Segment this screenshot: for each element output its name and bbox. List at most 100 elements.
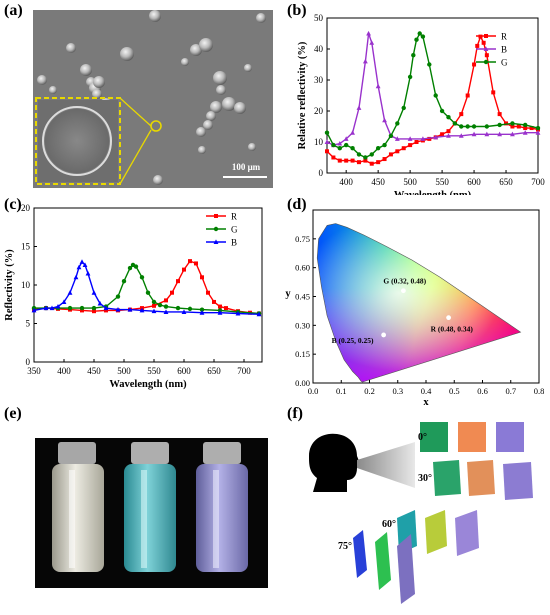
x-tick-label: 450 (371, 177, 385, 187)
panel-label-c: (c) (4, 196, 22, 213)
data-point-B (343, 136, 349, 141)
data-point-G (67, 305, 73, 311)
data-point-R (206, 290, 210, 295)
x-tick-label: 450 (87, 366, 101, 376)
chromaticity-point-label: G (0.32, 0.48) (383, 277, 426, 286)
plot-frame (326, 17, 539, 174)
x-tick-label: 400 (57, 366, 71, 376)
data-point-B (163, 309, 169, 314)
y-tick-label: 30 (314, 75, 324, 85)
tile-row-0deg (420, 422, 524, 452)
data-point-R (92, 309, 96, 314)
y-tick-label: 10 (21, 280, 31, 290)
data-point-B (356, 105, 362, 110)
panel-label-b: (b) (287, 2, 307, 19)
x-tick-label: 0.5 (449, 386, 460, 396)
x-tick-label: 600 (177, 366, 191, 376)
data-point-G (465, 124, 470, 129)
data-point-B (366, 30, 371, 36)
data-point-R (194, 261, 198, 266)
legend-marker-B (213, 239, 219, 244)
data-point-R (356, 160, 361, 165)
data-point-R (408, 143, 413, 148)
data-point-B (407, 136, 413, 141)
data-point-B (85, 270, 91, 276)
y-tick-label: 0.45 (295, 292, 310, 302)
data-point-G (79, 305, 85, 311)
data-point-G (375, 146, 381, 151)
data-point-B (73, 274, 79, 280)
data-point-B (535, 130, 541, 135)
bottle-photo-image (52, 442, 248, 572)
data-point-B (76, 264, 82, 270)
data-point-G (382, 142, 387, 148)
data-point-R (388, 152, 393, 157)
data-point-G (139, 275, 145, 280)
y-axis-label: y (285, 289, 291, 300)
x-tick-label: 600 (467, 177, 481, 187)
series-line-R (326, 34, 539, 165)
x-tick-label: 0.0 (308, 386, 319, 396)
legend-marker-G (213, 226, 219, 232)
data-point-R (382, 157, 387, 162)
data-point-B (362, 58, 368, 64)
x-axis-label: x (423, 397, 429, 406)
data-point-B (97, 300, 103, 306)
data-point-B (375, 83, 381, 89)
data-point-B (394, 136, 400, 141)
data-point-R (176, 279, 180, 284)
data-point-R (170, 290, 174, 295)
data-point-R (200, 275, 204, 280)
data-point-R (504, 121, 509, 126)
angle-illustration (309, 422, 533, 604)
cie-fill-white (317, 223, 521, 382)
data-point-G (127, 265, 133, 271)
data-point-G (427, 62, 432, 67)
y-tick-label: 0.30 (295, 320, 310, 330)
data-point-R (164, 298, 168, 303)
data-point-G (401, 105, 406, 111)
chart-b: 400 450 500 550 600 650 700 0 10 20 30 40 50 Waveleng… (297, 13, 545, 195)
x-tick-label: 650 (499, 177, 513, 187)
legend-marker-R (214, 214, 218, 218)
panel-label-a: (a) (4, 2, 23, 19)
data-point-B (497, 131, 503, 137)
data-point-R (218, 304, 222, 309)
legend-label-B: B (231, 238, 237, 248)
data-point-R (465, 93, 470, 98)
data-point-B (82, 262, 88, 267)
y-tick-label: 20 (21, 203, 31, 213)
data-point-B (103, 305, 109, 311)
y-tick-label: 0 (319, 168, 324, 178)
data-point-B (49, 305, 55, 311)
data-point-G (115, 294, 121, 299)
data-point-R (104, 308, 108, 313)
x-tick-label: 650 (207, 366, 221, 376)
data-point-R (523, 126, 528, 131)
data-point-R (484, 53, 489, 58)
chromaticity-point-label: B (0.25, 0.25) (332, 336, 374, 345)
data-point-B (151, 308, 157, 314)
data-point-G (350, 146, 355, 151)
data-point-B (446, 133, 451, 138)
sem-micrograph: 100 μm (33, 10, 273, 188)
panel-label-e: (e) (4, 405, 22, 422)
angle-label-0: 0° (418, 432, 427, 443)
data-point-R (224, 306, 228, 311)
tile-row-75deg (353, 530, 415, 604)
x-tick-label: 0.1 (336, 386, 347, 396)
tile-row-30deg (433, 460, 533, 500)
data-point-R (182, 267, 186, 272)
data-point-R (325, 149, 329, 154)
data-point-B (31, 307, 37, 313)
data-point-G (484, 124, 490, 129)
data-point-G (187, 306, 193, 312)
data-point-G (331, 142, 336, 148)
data-point-G (417, 31, 422, 36)
data-point-B (256, 311, 262, 317)
y-axis-label: Relative reflectivity (%) (297, 41, 308, 149)
data-point-R (472, 62, 477, 67)
y-tick-label: 20 (314, 106, 324, 116)
data-point-B (510, 131, 515, 137)
data-point-R (481, 40, 486, 45)
